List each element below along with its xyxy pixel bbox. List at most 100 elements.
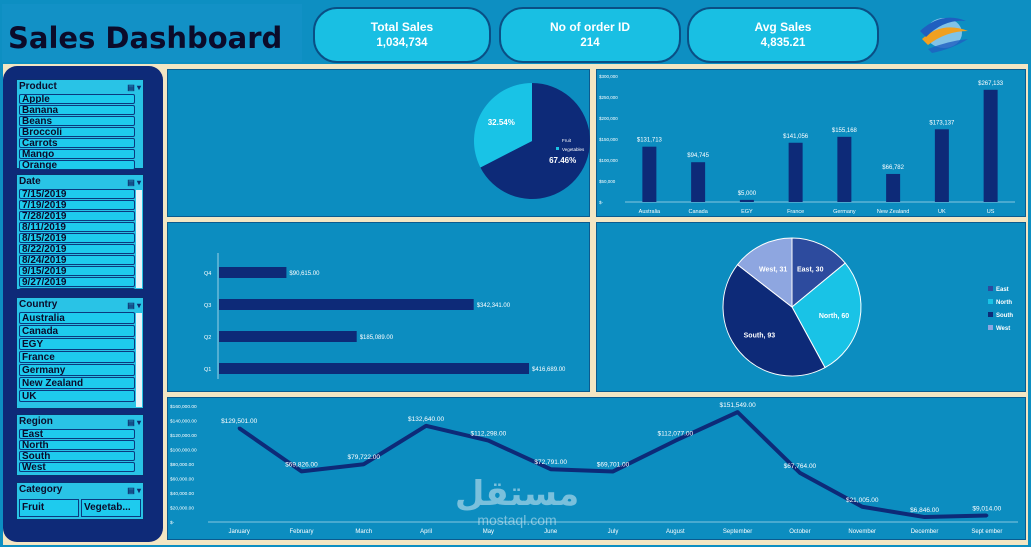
slicer-item[interactable]: Banana [19, 105, 135, 115]
y-tick-label: $160,000.00 [170, 404, 197, 410]
slicer-item[interactable]: Vegetab... [81, 499, 141, 517]
clear-filter-icon[interactable]: ▤ ▾ [127, 486, 141, 495]
slicer-item[interactable]: Mango [19, 149, 135, 159]
data-point [985, 513, 989, 517]
kpi-label: Total Sales [370, 20, 434, 34]
slicer-item[interactable]: West [19, 462, 135, 472]
bar [983, 89, 998, 202]
scrollbar[interactable] [136, 190, 142, 288]
slicer-header: Product ▤ ▾ [17, 80, 143, 94]
data-point [237, 426, 241, 430]
slicer-title: Product [19, 81, 57, 92]
slicer-item[interactable]: UK [19, 390, 135, 402]
bar [837, 136, 852, 202]
slicer-item[interactable]: Fruit [19, 499, 79, 517]
slicer-item[interactable]: 10/16/2019 [19, 288, 135, 289]
kpi-value: 4,835.21 [760, 37, 806, 49]
data-label: $173,137 [929, 120, 955, 126]
bar [219, 331, 357, 342]
slicer-header: Country ▤ ▾ [17, 298, 143, 312]
bar [934, 129, 949, 202]
y-tick-label: $100,000.00 [170, 448, 197, 454]
data-label: $5,000 [738, 191, 757, 197]
legend-swatch [988, 286, 993, 291]
title-box: Sales Dashboard [2, 4, 302, 62]
slicer-item[interactable]: 7/28/2019 [19, 211, 135, 221]
data-point [486, 439, 490, 443]
slicer-items: East North South West [17, 429, 143, 475]
clear-filter-icon[interactable]: ▤ ▾ [127, 83, 141, 92]
slicer-items: Fruit Vegetab... [17, 497, 143, 519]
data-label: $129,501.00 [221, 418, 258, 425]
data-label: $6,846.00 [910, 507, 939, 514]
legend-swatch [988, 312, 993, 317]
bar [886, 173, 901, 202]
slicer-item[interactable]: 9/15/2019 [19, 266, 135, 276]
slicer-item[interactable]: Orange [19, 160, 135, 170]
scrollbar[interactable] [136, 313, 142, 407]
slicer-item[interactable]: New Zealand [19, 377, 135, 389]
slicer-item[interactable]: 7/19/2019 [19, 200, 135, 210]
bar [691, 162, 706, 202]
y-tick-label: Q2 [204, 335, 211, 341]
region-pie-chart: East, 30 North, 60 South, 93 West, 31 East No… [722, 237, 1013, 377]
y-tick-label: $- [599, 200, 604, 205]
data-point [299, 469, 303, 473]
x-tick-label: UK [938, 209, 946, 215]
slicer-item[interactable]: Beans [19, 116, 135, 126]
slicer-item[interactable]: Canada [19, 325, 135, 337]
x-tick-label: December [911, 529, 939, 535]
slicer-item[interactable]: 8/22/2019 [19, 244, 135, 254]
kpi-label: Avg Sales [754, 20, 812, 34]
clear-filter-icon[interactable]: ▤ ▾ [127, 301, 141, 310]
slicer-item[interactable]: North [19, 440, 135, 450]
y-tick-label: $300,000 [599, 74, 618, 79]
legend-label: Fruit [562, 138, 572, 143]
y-tick-label: Q4 [204, 271, 211, 277]
slicer-item[interactable]: South [19, 451, 135, 461]
y-tick-label: $60,000.00 [170, 477, 194, 483]
page-title: Sales Dashboard [8, 21, 283, 55]
slicer-item[interactable]: East [19, 429, 135, 439]
x-tick-label: June [544, 529, 558, 535]
y-tick-label: $200,000 [599, 116, 618, 121]
x-tick-label: October [789, 529, 810, 535]
slicer-item[interactable]: EGY [19, 338, 135, 350]
data-label: $185,089.00 [360, 335, 394, 341]
slicer-category: Category ▤ ▾ Fruit Vegetab... [16, 482, 144, 520]
chart-panel-country-bar: $- $50,000 $100,000 $150,000 $200,000 $250,00… [596, 69, 1026, 217]
y-tick-label: $140,000.00 [170, 419, 197, 425]
x-tick-label: Sept ember [971, 529, 1002, 535]
data-label: 67.46% [549, 156, 576, 165]
data-label: $342,341.00 [477, 303, 511, 309]
y-tick-label: $- [170, 520, 175, 526]
quarter-bar-chart: $416,689.00 Q1 $185,089.00 Q2 $342,341.00 Q3 $… [204, 253, 566, 379]
slicer-item[interactable]: Apple [19, 94, 135, 104]
y-tick-label: Q1 [204, 367, 211, 373]
slicer-item[interactable]: 8/15/2019 [19, 233, 135, 243]
pie-slice [736, 237, 793, 309]
slicer-item[interactable]: 7/15/2019 [19, 189, 135, 199]
data-point [923, 515, 927, 519]
legend-swatch [988, 325, 993, 330]
slicer-item[interactable]: Australia [19, 312, 135, 324]
legend-label: East [996, 287, 1009, 293]
slicer-item[interactable]: France [19, 351, 135, 363]
slicer-item[interactable]: 8/24/2019 [19, 255, 135, 265]
x-tick-label: February [289, 529, 313, 535]
data-label: North, 60 [819, 313, 849, 320]
pie-slice [791, 262, 862, 369]
bar [219, 363, 529, 374]
slicer-item[interactable]: Germany [19, 364, 135, 376]
clear-filter-icon[interactable]: ▤ ▾ [127, 178, 141, 187]
data-point [860, 505, 864, 509]
legend-label: South [996, 313, 1013, 319]
slicer-date: Date ▤ ▾ 7/15/2019 7/19/2019 7/28/2019 8/11/… [16, 174, 144, 290]
pie-slice [791, 237, 846, 309]
data-label: $132,640.00 [408, 416, 445, 423]
slicer-item[interactable]: 8/11/2019 [19, 222, 135, 232]
slicer-item[interactable]: Carrots [19, 138, 135, 148]
slicer-item[interactable]: 9/27/2019 [19, 277, 135, 287]
slicer-item[interactable]: Broccoli [19, 127, 135, 137]
clear-filter-icon[interactable]: ▤ ▾ [127, 418, 141, 427]
